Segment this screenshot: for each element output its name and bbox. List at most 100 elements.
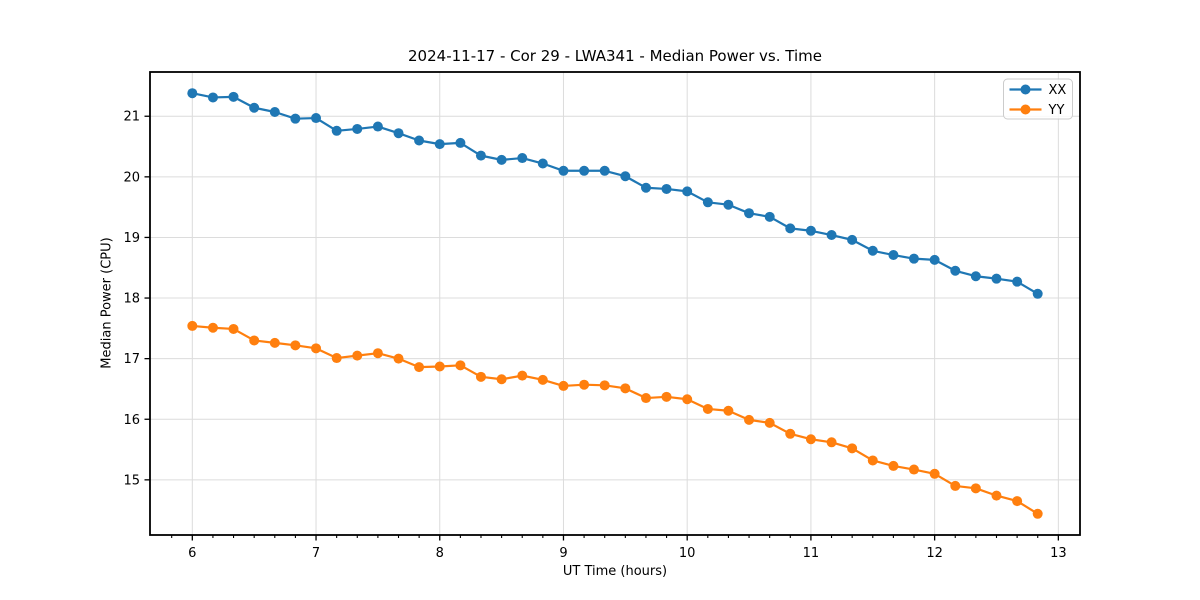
- legend-item-YY: YY: [1009, 103, 1065, 118]
- data-point-marker: [290, 340, 301, 351]
- data-point-marker: [908, 253, 919, 264]
- data-point-marker: [1012, 496, 1023, 507]
- data-point-marker: [496, 374, 507, 385]
- data-point-marker: [496, 154, 507, 165]
- data-point-marker: [929, 254, 940, 265]
- data-point-marker: [620, 383, 631, 394]
- y-tick-label: 21: [123, 110, 140, 125]
- data-point-marker: [290, 113, 301, 124]
- data-point-marker: [558, 165, 569, 176]
- data-point-marker: [331, 125, 342, 136]
- legend: XX YY: [1003, 78, 1073, 120]
- x-tick-label: 9: [559, 546, 567, 561]
- data-point-marker: [269, 337, 280, 348]
- data-point-marker: [249, 102, 260, 113]
- data-point-marker: [744, 414, 755, 425]
- data-point-marker: [661, 391, 672, 402]
- data-point-marker: [558, 380, 569, 391]
- data-point-marker: [805, 225, 816, 236]
- legend-marker-icon: [1020, 84, 1031, 95]
- x-tick-label: 10: [679, 546, 696, 561]
- data-point-marker: [1012, 276, 1023, 287]
- x-tick-label: 13: [1050, 546, 1067, 561]
- data-point-marker: [847, 443, 858, 454]
- data-point-marker: [228, 323, 239, 334]
- legend-marker-icon: [1020, 104, 1031, 115]
- data-point-marker: [950, 265, 961, 276]
- grid-lines: [150, 72, 1080, 535]
- data-point-marker: [372, 121, 383, 132]
- data-point-marker: [1032, 508, 1043, 519]
- data-point-marker: [311, 113, 322, 124]
- data-point-marker: [620, 171, 631, 182]
- data-point-marker: [1032, 288, 1043, 299]
- series-line-YY: [192, 324, 1039, 515]
- y-tick-label: 17: [123, 352, 140, 367]
- data-point-marker: [517, 370, 528, 381]
- data-point-marker: [991, 490, 1002, 501]
- x-tick-label: 6: [188, 546, 196, 561]
- data-point-marker: [764, 211, 775, 222]
- y-tick-label: 19: [123, 231, 140, 246]
- data-point-marker: [640, 182, 651, 193]
- data-point-marker: [640, 393, 651, 404]
- chart-title: 2024-11-17 - Cor 29 - LWA341 - Median Po…: [408, 47, 822, 65]
- data-point-marker: [970, 271, 981, 282]
- data-point-marker: [269, 106, 280, 117]
- x-axis-ticks: 6 7 8 9 10 11 12 13: [188, 535, 1067, 561]
- data-point-marker: [187, 320, 198, 331]
- data-point-marker: [661, 183, 672, 194]
- data-point-marker: [702, 403, 713, 414]
- data-point-marker: [207, 92, 218, 103]
- data-point-marker: [393, 353, 404, 364]
- data-point-marker: [682, 186, 693, 197]
- data-point-marker: [723, 199, 734, 210]
- x-axis-label: UT Time (hours): [562, 564, 668, 579]
- data-point-marker: [867, 455, 878, 466]
- data-point-marker: [207, 322, 218, 333]
- data-point-marker: [579, 379, 590, 390]
- data-point-marker: [599, 380, 610, 391]
- data-point-marker: [475, 371, 486, 382]
- data-point-marker: [805, 434, 816, 445]
- data-point-marker: [249, 335, 260, 346]
- data-point-marker: [702, 197, 713, 208]
- data-point-marker: [867, 245, 878, 256]
- data-point-marker: [764, 417, 775, 428]
- data-point-marker: [517, 153, 528, 164]
- data-point-marker: [929, 468, 940, 479]
- x-tick-label: 7: [312, 546, 320, 561]
- data-point-marker: [414, 135, 425, 146]
- data-point-marker: [537, 374, 548, 385]
- data-point-marker: [888, 250, 899, 261]
- x-tick-label: 8: [436, 546, 444, 561]
- data-point-marker: [537, 158, 548, 169]
- y-tick-label: 20: [123, 170, 140, 185]
- data-point-marker: [950, 480, 961, 491]
- y-tick-label: 18: [123, 292, 140, 307]
- data-point-marker: [331, 353, 342, 364]
- data-point-marker: [475, 150, 486, 161]
- data-point-marker: [372, 348, 383, 359]
- legend-label: YY: [1048, 103, 1065, 118]
- data-point-marker: [682, 394, 693, 405]
- data-point-marker: [393, 128, 404, 139]
- series-YY: [187, 320, 1043, 519]
- data-point-marker: [599, 165, 610, 176]
- data-point-marker: [991, 273, 1002, 284]
- data-point-marker: [785, 428, 796, 439]
- data-point-marker: [187, 88, 198, 99]
- data-point-marker: [826, 230, 837, 241]
- data-point-marker: [579, 165, 590, 176]
- y-axis-ticks: 15 16 17 18 19 20 21: [123, 110, 150, 488]
- data-point-marker: [352, 123, 363, 134]
- data-point-marker: [970, 483, 981, 494]
- data-point-marker: [888, 460, 899, 471]
- data-point-marker: [311, 343, 322, 354]
- y-tick-label: 15: [123, 473, 140, 488]
- series-line-XX: [192, 92, 1039, 295]
- x-tick-label: 12: [926, 546, 943, 561]
- data-point-marker: [847, 234, 858, 245]
